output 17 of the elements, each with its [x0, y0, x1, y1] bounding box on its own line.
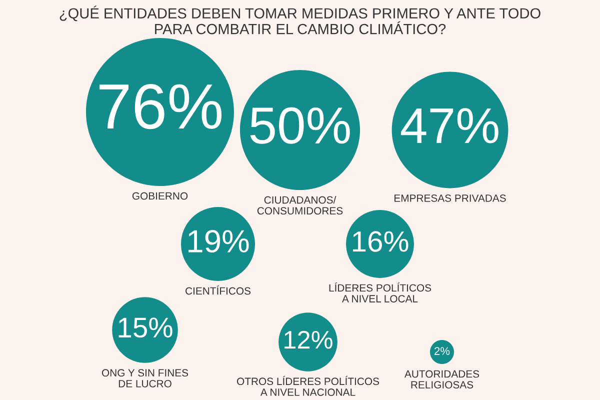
text: ¿QUÉ ENTIDADES DEBEN TOMAR MEDIDAS PRIMERO Y ANTE TODO PARA COMBATIR EL CAMBIO CLIMÁTICO? — [60, 6, 540, 34]
category-label: EMPRESAS PRIVADAS — [394, 194, 506, 202]
data-label: 2% — [434, 347, 450, 355]
data-label: 47% — [401, 108, 498, 144]
category-label: GOBIERNO — [132, 192, 188, 200]
category-label: OTROS LÍDERES POLÍTICOS A NIVEL NACIONAL — [237, 376, 380, 396]
category-label: CIUDADANOS/ CONSUMIDORES — [257, 196, 343, 215]
category-label: LÍDERES POLÍTICOS A NIVEL LOCAL — [329, 282, 432, 302]
data-label: 19% — [188, 230, 249, 253]
data-label: 15% — [118, 318, 172, 338]
category-label: ONG Y SIN FINES DE LUCRO — [102, 369, 188, 388]
category-label: CIENTÍFICOS — [186, 286, 251, 295]
category-label: AUTORIDADES RELIGIOSAS — [404, 370, 480, 388]
data-label: 16% — [352, 231, 408, 252]
data-label: 50% — [250, 107, 350, 144]
data-label: 12% — [284, 330, 332, 349]
data-label: 76% — [100, 84, 222, 130]
